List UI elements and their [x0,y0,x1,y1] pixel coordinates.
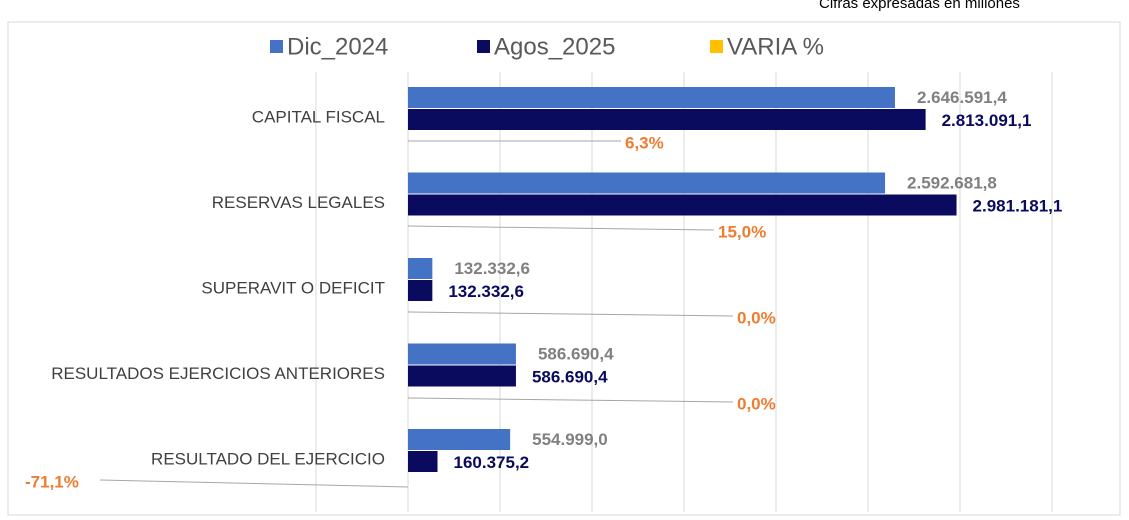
leader-line [99,479,409,488]
leader-line [407,311,734,317]
bar [408,109,926,130]
data-label: 132.332,6 [448,282,524,301]
data-label: 132.332,6 [454,259,530,278]
bar [408,429,511,450]
bar [408,365,516,387]
bar [408,194,957,216]
data-label: -71,1% [25,472,79,491]
category-label: SUPERAVIT O DEFICIT [201,278,385,297]
data-label: 2.646.591,4 [917,88,1007,107]
bar [408,224,409,227]
leader-line [407,397,734,403]
data-label: 160.375,2 [454,453,530,472]
legend-swatch [477,40,490,53]
category-label: CAPITAL FISCAL [252,107,385,126]
data-label: 0,0% [737,308,776,327]
category-label: RESERVAS LEGALES [212,193,385,212]
legend-label: Agos_2025 [494,33,615,60]
leader-line [407,225,715,231]
legend-swatch [710,40,723,53]
data-label: 586.690,4 [532,367,608,386]
bar [408,280,433,301]
data-label: 2.592.681,8 [907,173,997,192]
bar [408,139,409,141]
data-label: 586.690,4 [538,344,614,363]
category-label: RESULTADO DEL EJERCICIO [151,449,385,468]
legend-label: VARIA % [727,33,824,60]
bar [408,172,886,194]
data-label: 6,3% [625,133,664,152]
bar [408,310,409,312]
data-label: 554.999,0 [532,430,608,449]
bar [408,258,433,279]
data-label: 2.981.181,1 [973,196,1063,215]
data-label: 0,0% [737,394,776,413]
subtitle: Cifras expresadas en millones [819,0,1020,12]
legend-swatch [270,40,283,53]
legend-label: Dic_2024 [287,33,388,60]
data-label: 2.813.091,1 [942,111,1032,130]
category-label: RESULTADOS EJERCICIOS ANTERIORES [51,364,385,383]
bar [408,451,438,472]
data-label: 15,0% [718,222,766,241]
bar [408,343,516,365]
bar [408,87,895,108]
bar [408,395,409,398]
bar [407,481,409,483]
